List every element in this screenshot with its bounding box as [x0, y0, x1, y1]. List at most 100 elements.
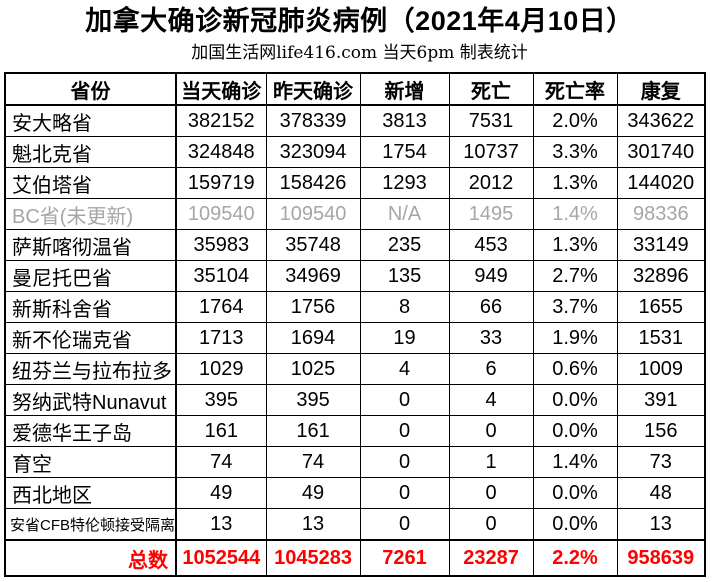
cell-death-rate: 1.3% [532, 229, 618, 261]
row-bc: BC省(未更新) 109540 109540 N/A 1495 1.4% 983… [4, 198, 706, 230]
cell-today-confirmed: 1029 [175, 353, 267, 385]
cell-new-cases: 1293 [359, 167, 450, 199]
cell-recovered: 1655 [616, 291, 706, 323]
row-nova-scotia: 新斯科舍省 1764 1756 8 66 3.7% 1655 [4, 291, 706, 323]
cell-province: 新不伦瑞克省 [4, 322, 178, 354]
cell-new-cases: 1754 [359, 136, 450, 168]
cell-today-confirmed: 324848 [175, 136, 267, 168]
cell-recovered: 32896 [616, 260, 706, 292]
cell-deaths: 0 [448, 477, 534, 509]
cell-deaths: 33 [448, 322, 534, 354]
page-title: 加拿大确诊新冠肺炎病例（2021年4月10日） [85, 6, 634, 36]
cell-province: 西北地区 [4, 477, 178, 509]
cell-recovered: 48 [616, 477, 706, 509]
cell-province: 安大略省 [4, 104, 178, 137]
row-alberta: 艾伯塔省 159719 158426 1293 2012 1.3% 144020 [4, 167, 706, 199]
cell-province: 爱德华王子岛 [4, 415, 178, 447]
cell-province: 艾伯塔省 [4, 167, 178, 199]
cell-new-cases: 19 [359, 322, 450, 354]
cell-death-rate: 3.3% [532, 136, 618, 168]
cell-yesterday-confirmed: 1025 [265, 353, 361, 385]
header-cell-yesterday-confirmed: 昨天确诊 [265, 72, 361, 106]
cell-deaths: 453 [448, 229, 534, 261]
header-row: 省份 当天确诊 昨天确诊 新增 死亡 死亡率 康复 [4, 72, 706, 106]
cell-today-confirmed: 395 [175, 384, 267, 416]
cell-new-cases: 8 [359, 291, 450, 323]
cell-today-confirmed: 1713 [175, 322, 267, 354]
cell-today-confirmed: 382152 [175, 104, 267, 137]
cell-province: 育空 [4, 446, 178, 478]
cell-yesterday-confirmed: 395 [265, 384, 361, 416]
cell-province: 新斯科舍省 [4, 291, 178, 323]
cell-new-cases: 0 [359, 415, 450, 447]
cell-death-rate: 1.4% [532, 446, 618, 478]
cell-today-confirmed: 35983 [175, 229, 267, 261]
header-cell-recovered: 康复 [616, 72, 706, 106]
cell-recovered: 144020 [616, 167, 706, 199]
row-saskatchewan: 萨斯喀彻温省 35983 35748 235 453 1.3% 33149 [4, 229, 706, 261]
cell-yesterday-confirmed: 35748 [265, 229, 361, 261]
cell-yesterday-confirmed: 161 [265, 415, 361, 447]
cell-total-deaths: 23287 [448, 539, 534, 577]
cell-deaths: 949 [448, 260, 534, 292]
row-newfoundland-labrador: 纽芬兰与拉布拉多 1029 1025 4 6 0.6% 1009 [4, 353, 706, 385]
header-cell-death-rate: 死亡率 [532, 72, 618, 106]
row-total: 总数 1052544 1045283 7261 23287 2.2% 95863… [4, 539, 706, 577]
cell-yesterday-confirmed: 13 [265, 508, 361, 541]
cell-today-confirmed: 161 [175, 415, 267, 447]
cell-recovered: 301740 [616, 136, 706, 168]
header-cell-today-confirmed: 当天确诊 [175, 72, 267, 106]
cell-recovered: 1531 [616, 322, 706, 354]
cell-total-yesterday-confirmed: 1045283 [265, 539, 361, 577]
cell-yesterday-confirmed: 49 [265, 477, 361, 509]
cell-total-label: 总数 [4, 539, 178, 577]
cell-yesterday-confirmed: 109540 [265, 198, 361, 230]
row-new-brunswick: 新不伦瑞克省 1713 1694 19 33 1.9% 1531 [4, 322, 706, 354]
cell-death-rate: 0.0% [532, 477, 618, 509]
cell-deaths: 6 [448, 353, 534, 385]
cell-new-cases: 0 [359, 384, 450, 416]
cell-yesterday-confirmed: 1756 [265, 291, 361, 323]
cell-total-today-confirmed: 1052544 [175, 539, 267, 577]
cell-total-new-cases: 7261 [359, 539, 450, 577]
header-cell-province: 省份 [4, 72, 178, 106]
cell-yesterday-confirmed: 158426 [265, 167, 361, 199]
cell-yesterday-confirmed: 34969 [265, 260, 361, 292]
cell-recovered: 33149 [616, 229, 706, 261]
cell-death-rate: 0.0% [532, 508, 618, 541]
cell-deaths: 66 [448, 291, 534, 323]
row-manitoba: 曼尼托巴省 35104 34969 135 949 2.7% 32896 [4, 260, 706, 292]
cell-death-rate: 3.7% [532, 291, 618, 323]
cell-today-confirmed: 109540 [175, 198, 267, 230]
cell-new-cases: 0 [359, 446, 450, 478]
row-northwest-territories: 西北地区 49 49 0 0 0.0% 48 [4, 477, 706, 509]
cell-recovered: 391 [616, 384, 706, 416]
cell-new-cases: 3813 [359, 104, 450, 137]
cell-recovered: 343622 [616, 104, 706, 137]
page-subtitle: 加国生活网life416.com 当天6pm 制表统计 [191, 43, 528, 63]
cell-deaths: 10737 [448, 136, 534, 168]
row-nunavut: 努纳武特Nunavut 395 395 0 4 0.0% 391 [4, 384, 706, 416]
cell-new-cases: 235 [359, 229, 450, 261]
cell-today-confirmed: 35104 [175, 260, 267, 292]
cell-recovered: 98336 [616, 198, 706, 230]
cell-death-rate: 1.4% [532, 198, 618, 230]
row-pei: 爱德华王子岛 161 161 0 0 0.0% 156 [4, 415, 706, 447]
cell-death-rate: 0.0% [532, 415, 618, 447]
cell-province: BC省(未更新) [4, 198, 178, 230]
cell-province: 曼尼托巴省 [4, 260, 178, 292]
row-ontario: 安大略省 382152 378339 3813 7531 2.0% 343622 [4, 104, 706, 137]
cell-recovered: 1009 [616, 353, 706, 385]
covid-cases-table: 省份 当天确诊 昨天确诊 新增 死亡 死亡率 康复 安大略省 382152 37… [4, 72, 707, 577]
cell-total-death-rate: 2.2% [532, 539, 618, 577]
cell-yesterday-confirmed: 378339 [265, 104, 361, 137]
cell-death-rate: 2.0% [532, 104, 618, 137]
cell-deaths: 1495 [448, 198, 534, 230]
cell-new-cases: 0 [359, 477, 450, 509]
row-cfb-trenton: 安省CFB特伦顿接受隔离 13 13 0 0 0.0% 13 [4, 508, 706, 541]
cell-death-rate: 2.7% [532, 260, 618, 292]
cell-yesterday-confirmed: 74 [265, 446, 361, 478]
cell-new-cases: 4 [359, 353, 450, 385]
cell-recovered: 13 [616, 508, 706, 541]
cell-new-cases: 135 [359, 260, 450, 292]
